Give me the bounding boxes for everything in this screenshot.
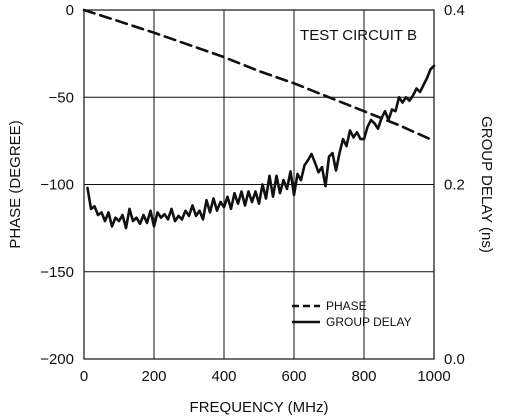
- series-layer: [82, 8, 436, 230]
- y-left-tick-label: 0: [66, 2, 74, 19]
- x-tick-label: 400: [211, 368, 236, 385]
- x-tick-label: 800: [351, 368, 376, 385]
- x-axis-label: FREQUENCY (MHz): [190, 399, 329, 416]
- x-tick-label: 1000: [417, 368, 450, 385]
- grid-lines: [84, 10, 434, 359]
- y-left-tick-label: −100: [40, 177, 74, 194]
- x-tick-label: 0: [80, 368, 88, 385]
- y-axis-right-label: GROUP DELAY (ns): [478, 116, 495, 253]
- legend: PHASE GROUP DELAY: [292, 299, 412, 329]
- y-right-tick-label: 0.2: [444, 177, 465, 194]
- plot-frame: [83, 9, 435, 360]
- phase-series-line: [82, 8, 436, 143]
- y-axis-left-label: PHASE (DEGREE): [7, 120, 24, 248]
- y-right-tick-label: 0.0: [444, 351, 465, 368]
- chart-annotation: TEST CIRCUIT B: [300, 27, 417, 44]
- legend-phase-label: PHASE: [326, 299, 367, 313]
- x-tick-label: 200: [141, 368, 166, 385]
- x-tick-label: 600: [281, 368, 306, 385]
- y-right-tick-label: 0.4: [444, 2, 465, 19]
- group-delay-series-line: [86, 64, 436, 230]
- y-left-tick-label: −150: [40, 264, 74, 281]
- y-left-tick-label: −200: [40, 351, 74, 368]
- tick-labels: 0 200 400 600 800 1000 0 −50 −100 −150 −200 0.4 0.2 0…: [40, 2, 465, 385]
- legend-group-delay-label: GROUP DELAY: [326, 315, 412, 329]
- y-left-tick-label: −50: [49, 89, 74, 106]
